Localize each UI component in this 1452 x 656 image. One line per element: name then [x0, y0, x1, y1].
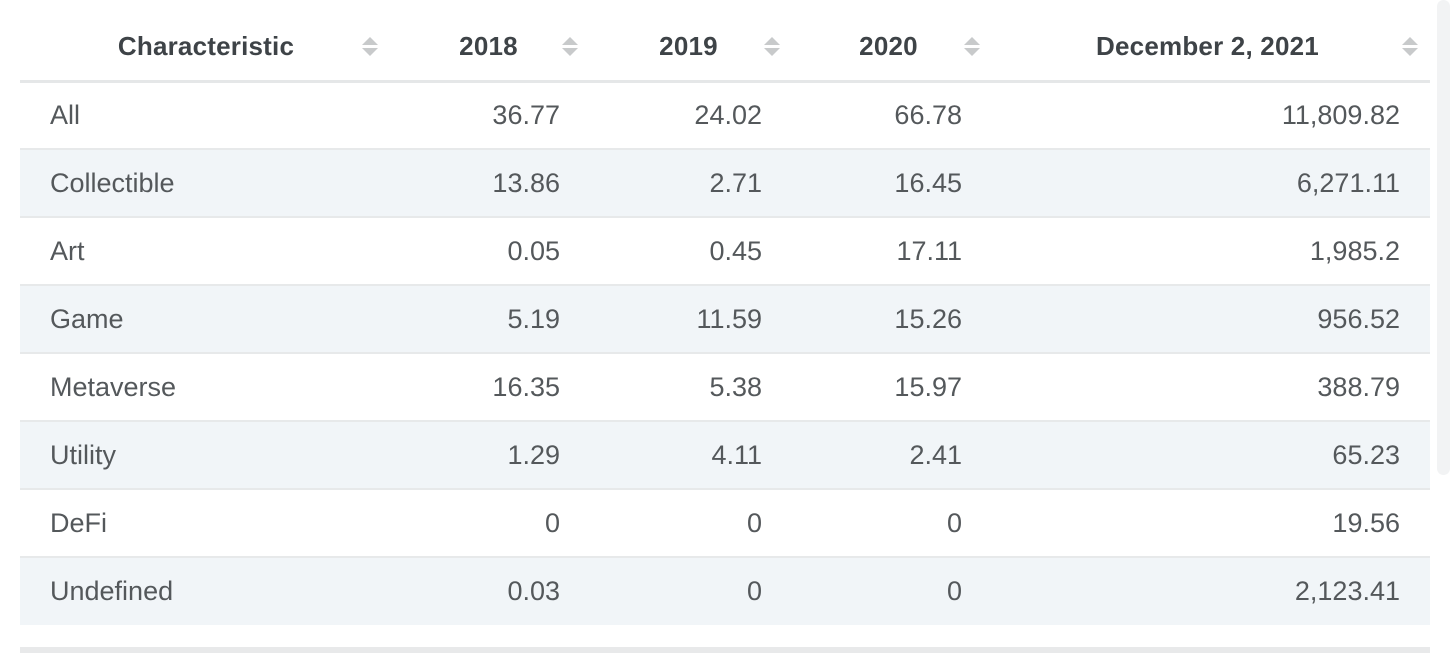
cell-value: 17.11	[896, 235, 962, 266]
header-row: Characteristic 2018 2019 2020	[20, 0, 1430, 83]
row-label: DeFi	[50, 507, 108, 538]
column-header-characteristic[interactable]: Characteristic	[20, 0, 405, 83]
cell-value: 66.78	[894, 99, 962, 130]
row-label: Utility	[50, 439, 116, 470]
cell-value: 16.45	[894, 167, 962, 198]
cell-value: 1.29	[507, 439, 560, 470]
cell-value: 13.86	[492, 167, 560, 198]
cell-value: 0.45	[709, 235, 762, 266]
sort-arrows-icon[interactable]	[562, 37, 578, 57]
cell-value: 16.35	[492, 371, 560, 402]
cell-value: 0	[946, 507, 962, 538]
table-row-metaverse: Metaverse 16.35 5.38 15.97 388.79	[20, 353, 1430, 421]
cell-value: 15.26	[894, 303, 962, 334]
row-label: Art	[50, 235, 85, 266]
column-header-label: 2018	[459, 31, 518, 62]
cell-value: 388.79	[1317, 371, 1400, 402]
cell-value: 0	[544, 507, 560, 538]
row-label: All	[50, 99, 81, 130]
cell-value: 0	[746, 507, 762, 538]
cell-value: 11.59	[696, 303, 762, 334]
cell-value: 11,809.82	[1281, 99, 1400, 130]
table-row-undefined: Undefined 0.03 0 0 2,123.41	[20, 557, 1430, 625]
table-row-defi: DeFi 0 0 0 19.56	[20, 489, 1430, 557]
cell-value: 36.77	[492, 99, 560, 130]
cell-value: 15.97	[894, 371, 962, 402]
row-label: Game	[50, 303, 124, 334]
table-row-game: Game 5.19 11.59 15.26 956.52	[20, 285, 1430, 353]
cell-value: 19.56	[1332, 507, 1400, 538]
table-row-all: All 36.77 24.02 66.78 11,809.82	[20, 81, 1430, 149]
table-bottom-divider	[20, 647, 1430, 653]
data-table: Characteristic 2018 2019 2020	[20, 0, 1430, 625]
column-header-2019[interactable]: 2019	[583, 0, 783, 83]
column-header-december-2-2021[interactable]: December 2, 2021	[983, 0, 1430, 83]
cell-value: 24.02	[694, 99, 762, 130]
table-row-collectible: Collectible 13.86 2.71 16.45 6,271.11	[20, 149, 1430, 217]
row-label: Metaverse	[50, 371, 177, 402]
table-row-utility: Utility 1.29 4.11 2.41 65.23	[20, 421, 1430, 489]
column-header-label: 2019	[659, 31, 718, 62]
column-header-2018[interactable]: 2018	[405, 0, 583, 83]
data-table-container: Characteristic 2018 2019 2020	[20, 0, 1430, 625]
column-header-label: Characteristic	[117, 31, 295, 62]
cell-value: 65.23	[1332, 439, 1400, 470]
cell-value: 6,271.11	[1296, 167, 1400, 198]
row-label: Undefined	[50, 576, 174, 606]
sort-arrows-icon[interactable]	[1402, 37, 1418, 57]
sort-arrows-icon[interactable]	[964, 37, 980, 57]
cell-value: 4.11	[711, 439, 762, 470]
column-header-label: 2020	[859, 31, 918, 62]
table-row-art: Art 0.05 0.45 17.11 1,985.2	[20, 217, 1430, 285]
cell-value: 0	[946, 576, 962, 606]
column-header-label: December 2, 2021	[1096, 31, 1319, 62]
column-header-2020[interactable]: 2020	[783, 0, 983, 83]
cell-value: 956.52	[1317, 303, 1400, 334]
cell-value: 5.19	[507, 303, 560, 334]
cell-value: 2.71	[709, 167, 762, 198]
cell-value: 0.03	[507, 576, 560, 606]
vertical-scrollbar-thumb[interactable]	[1437, 0, 1450, 475]
sort-arrows-icon[interactable]	[764, 37, 780, 57]
cell-value: 0.05	[507, 235, 560, 266]
cell-value: 0	[746, 576, 762, 606]
row-label: Collectible	[50, 167, 175, 198]
cell-value: 5.38	[709, 371, 762, 402]
cell-value: 2.41	[909, 439, 962, 470]
cell-value: 1,985.2	[1309, 235, 1400, 266]
cell-value: 2,123.41	[1294, 576, 1400, 606]
sort-arrows-icon[interactable]	[362, 37, 378, 57]
